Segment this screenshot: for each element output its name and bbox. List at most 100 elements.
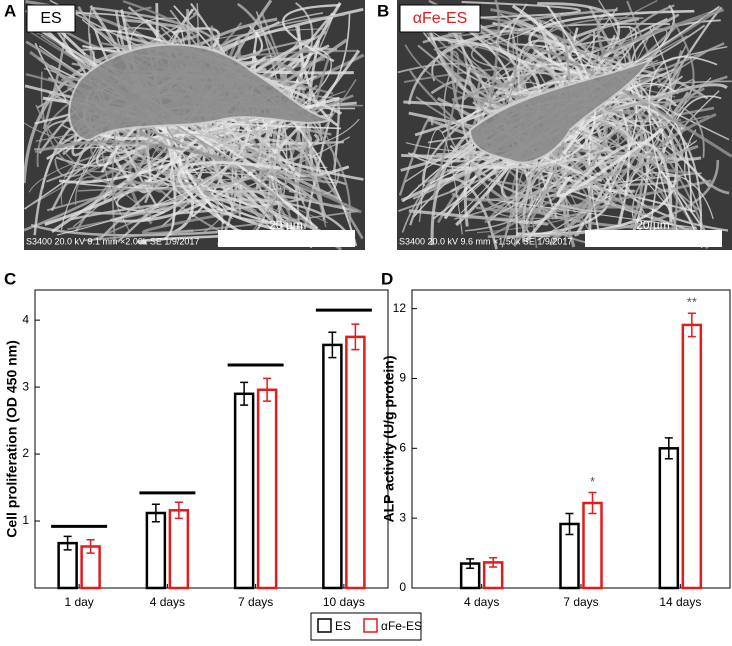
fiber	[431, 22, 671, 82]
fiber	[34, 140, 362, 214]
y-tick-label: 0	[399, 580, 406, 594]
fiber	[556, 127, 664, 198]
fiber	[524, 141, 673, 243]
fiber	[418, 18, 519, 110]
error-bar	[63, 535, 72, 551]
image-label: αFe-ES	[413, 10, 468, 27]
bar	[145, 511, 167, 590]
fiber	[83, 210, 358, 242]
bar	[322, 343, 343, 590]
y-tick-label: 1	[22, 513, 29, 527]
x-tick-label: 10 days	[323, 595, 365, 609]
error-bar	[263, 377, 272, 402]
fiber	[122, 18, 200, 49]
x-tick-label: 7 days	[238, 595, 273, 609]
scale-bar-label: 20 µm	[269, 218, 303, 232]
panel-letter: D	[381, 269, 393, 288]
y-tick-label: 2	[22, 446, 29, 460]
bar	[658, 447, 680, 590]
scale-bar	[585, 230, 722, 247]
bar	[233, 392, 255, 590]
y-tick-label: 9	[399, 371, 406, 385]
label-box	[26, 4, 76, 33]
y-tick-label: 3	[22, 379, 29, 393]
plot-frame	[34, 289, 389, 589]
fiber	[456, 215, 581, 220]
fiber	[162, 132, 248, 194]
fiber	[431, 50, 460, 201]
fiber	[422, 8, 618, 44]
x-tick-label: 4 days	[150, 595, 185, 609]
y-axis-title: Cell proliferation (OD 450 nm)	[4, 340, 20, 538]
fiber	[532, 60, 633, 148]
image-label: ES	[40, 10, 61, 27]
x-tick-label: 7 days	[563, 595, 598, 609]
fiber	[599, 8, 725, 60]
significance-annotation: **	[687, 295, 697, 310]
y-tick-label: 6	[399, 440, 406, 454]
sem-image	[24, 0, 365, 250]
scale-bar-label: 20 µm	[636, 218, 670, 232]
fiber	[177, 127, 308, 194]
image-info: S3400 20.0 kV 9.6 mm ×1.50k SE 1/9/2017	[399, 236, 572, 246]
fiber	[116, 152, 254, 214]
y-tick-label: 3	[399, 510, 406, 524]
fiber	[281, 3, 340, 63]
fiber	[507, 3, 653, 75]
fiber	[421, 34, 591, 187]
fiber	[98, 130, 326, 241]
x-tick-label: 1 day	[64, 595, 93, 609]
fiber	[525, 75, 684, 238]
x-tick-label: 14 days	[659, 595, 701, 609]
label-box	[399, 4, 481, 33]
error-bar	[588, 491, 597, 515]
sem-image	[397, 0, 732, 250]
legend-label: ES	[335, 619, 351, 633]
fiber	[40, 71, 163, 173]
error-bar	[565, 512, 574, 536]
fiber	[440, 0, 581, 20]
bar	[582, 501, 603, 590]
error-bar	[328, 331, 337, 359]
panel-letter: B	[377, 1, 389, 20]
error-bar	[86, 539, 95, 554]
fiber	[177, 160, 282, 236]
x-tick-label: 4 days	[464, 595, 499, 609]
panel-letter: A	[4, 1, 16, 20]
error-bar	[466, 558, 475, 569]
scale-bar	[218, 230, 355, 247]
fiber	[528, 9, 695, 86]
error-bar	[174, 501, 183, 520]
fiber	[492, 39, 608, 236]
fiber	[30, 223, 242, 237]
fiber	[419, 128, 463, 235]
bar	[681, 323, 703, 590]
y-tick-label: 12	[393, 301, 407, 315]
error-bar	[151, 503, 160, 523]
error-bar	[240, 381, 249, 406]
error-bar	[351, 323, 360, 351]
fiber	[461, 66, 611, 169]
fiber	[416, 22, 706, 95]
legend-swatch	[317, 618, 332, 633]
error-bar	[687, 312, 696, 338]
cell	[68, 43, 334, 142]
fiber	[90, 133, 162, 194]
fiber	[432, 25, 638, 220]
fiber	[427, 36, 542, 227]
significance-annotation: *	[590, 474, 595, 489]
legend-label: αFe-ES	[381, 619, 422, 633]
bar	[256, 388, 278, 590]
fiber	[496, 31, 595, 95]
cell	[468, 57, 653, 164]
fiber	[87, 159, 216, 244]
fiber	[648, 56, 718, 247]
bar	[345, 335, 366, 590]
error-bar	[489, 556, 498, 568]
error-bar	[664, 437, 673, 460]
bar	[168, 509, 190, 590]
y-tick-label: 4	[22, 312, 29, 326]
fiber	[652, 115, 710, 131]
fiber	[112, 49, 361, 223]
